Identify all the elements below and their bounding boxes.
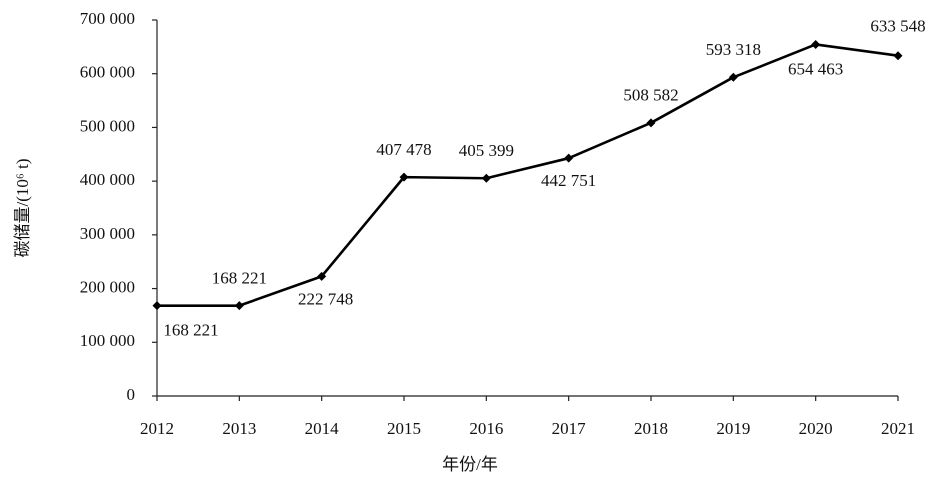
point-marker	[152, 301, 162, 311]
data-label: 508 582	[623, 86, 678, 105]
y-tick-label: 100 000	[80, 331, 135, 350]
point-marker	[317, 271, 327, 281]
data-label: 442 751	[541, 171, 596, 190]
x-tick-label: 2021	[881, 419, 915, 438]
x-tick-label: 2017	[552, 419, 587, 438]
point-marker	[234, 301, 244, 311]
data-label: 654 463	[788, 59, 843, 78]
y-tick-label: 600 000	[80, 63, 135, 82]
y-tick-label: 500 000	[80, 116, 135, 135]
y-tick-label: 300 000	[80, 224, 135, 243]
point-marker	[564, 153, 574, 163]
x-tick-label: 2018	[634, 419, 668, 438]
data-label: 222 748	[298, 289, 353, 308]
x-tick-label: 2015	[387, 419, 421, 438]
data-label: 168 221	[212, 269, 267, 288]
x-tick-label: 2014	[305, 419, 340, 438]
data-label: 168 221	[163, 321, 218, 340]
point-marker	[399, 172, 409, 182]
x-tick-label: 2019	[716, 419, 750, 438]
data-line	[157, 43, 899, 307]
x-axis-label: 年份/年	[442, 455, 498, 474]
point-marker	[811, 39, 821, 49]
point-marker	[646, 118, 656, 128]
y-tick-label: 700 000	[80, 9, 135, 28]
y-tick-label: 200 000	[80, 277, 135, 296]
x-tick-label: 2012	[140, 419, 174, 438]
data-label: 405 399	[459, 141, 514, 160]
x-tick-label: 2016	[469, 419, 503, 438]
data-label: 633 548	[870, 17, 925, 36]
x-tick-label: 2020	[799, 419, 833, 438]
x-tick-label: 2013	[222, 419, 256, 438]
y-tick-label: 0	[127, 385, 136, 404]
y-axis-label: 碳储量/(10⁶ t)	[13, 159, 32, 258]
point-marker	[893, 51, 903, 61]
y-tick-label: 400 000	[80, 170, 135, 189]
point-marker	[481, 173, 491, 183]
point-marker	[728, 72, 738, 82]
data-label: 407 478	[376, 140, 431, 159]
data-label: 593 318	[706, 40, 761, 59]
